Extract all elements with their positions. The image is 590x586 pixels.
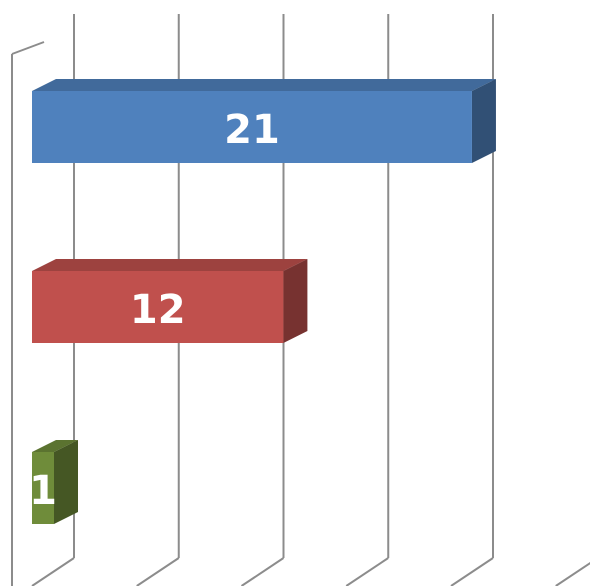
gridline-floor-25 bbox=[555, 561, 590, 586]
chart-data-labels: 21 12 1 bbox=[29, 107, 280, 514]
bar-top-1 bbox=[32, 259, 308, 271]
gridline-floor-10 bbox=[240, 557, 285, 586]
bar-0 bbox=[32, 91, 472, 163]
bar-top-2 bbox=[32, 440, 78, 452]
bar-1 bbox=[32, 271, 284, 343]
gridline-floor-20 bbox=[450, 557, 494, 586]
bar-2 bbox=[32, 452, 54, 524]
data-label-1: 12 bbox=[130, 287, 186, 333]
bar-side-2 bbox=[54, 440, 78, 524]
gridline-floor-0 bbox=[31, 557, 75, 586]
data-label-0: 21 bbox=[224, 107, 280, 153]
chart-bars bbox=[32, 79, 496, 524]
bar-side-0 bbox=[471, 79, 496, 163]
axis-wall-edge bbox=[11, 41, 45, 55]
gridline-floor-5 bbox=[136, 557, 180, 586]
data-label-2: 1 bbox=[29, 468, 57, 514]
bar-side-1 bbox=[283, 259, 308, 343]
bar-top-0 bbox=[32, 79, 496, 91]
gridline-floor-15 bbox=[345, 557, 389, 586]
